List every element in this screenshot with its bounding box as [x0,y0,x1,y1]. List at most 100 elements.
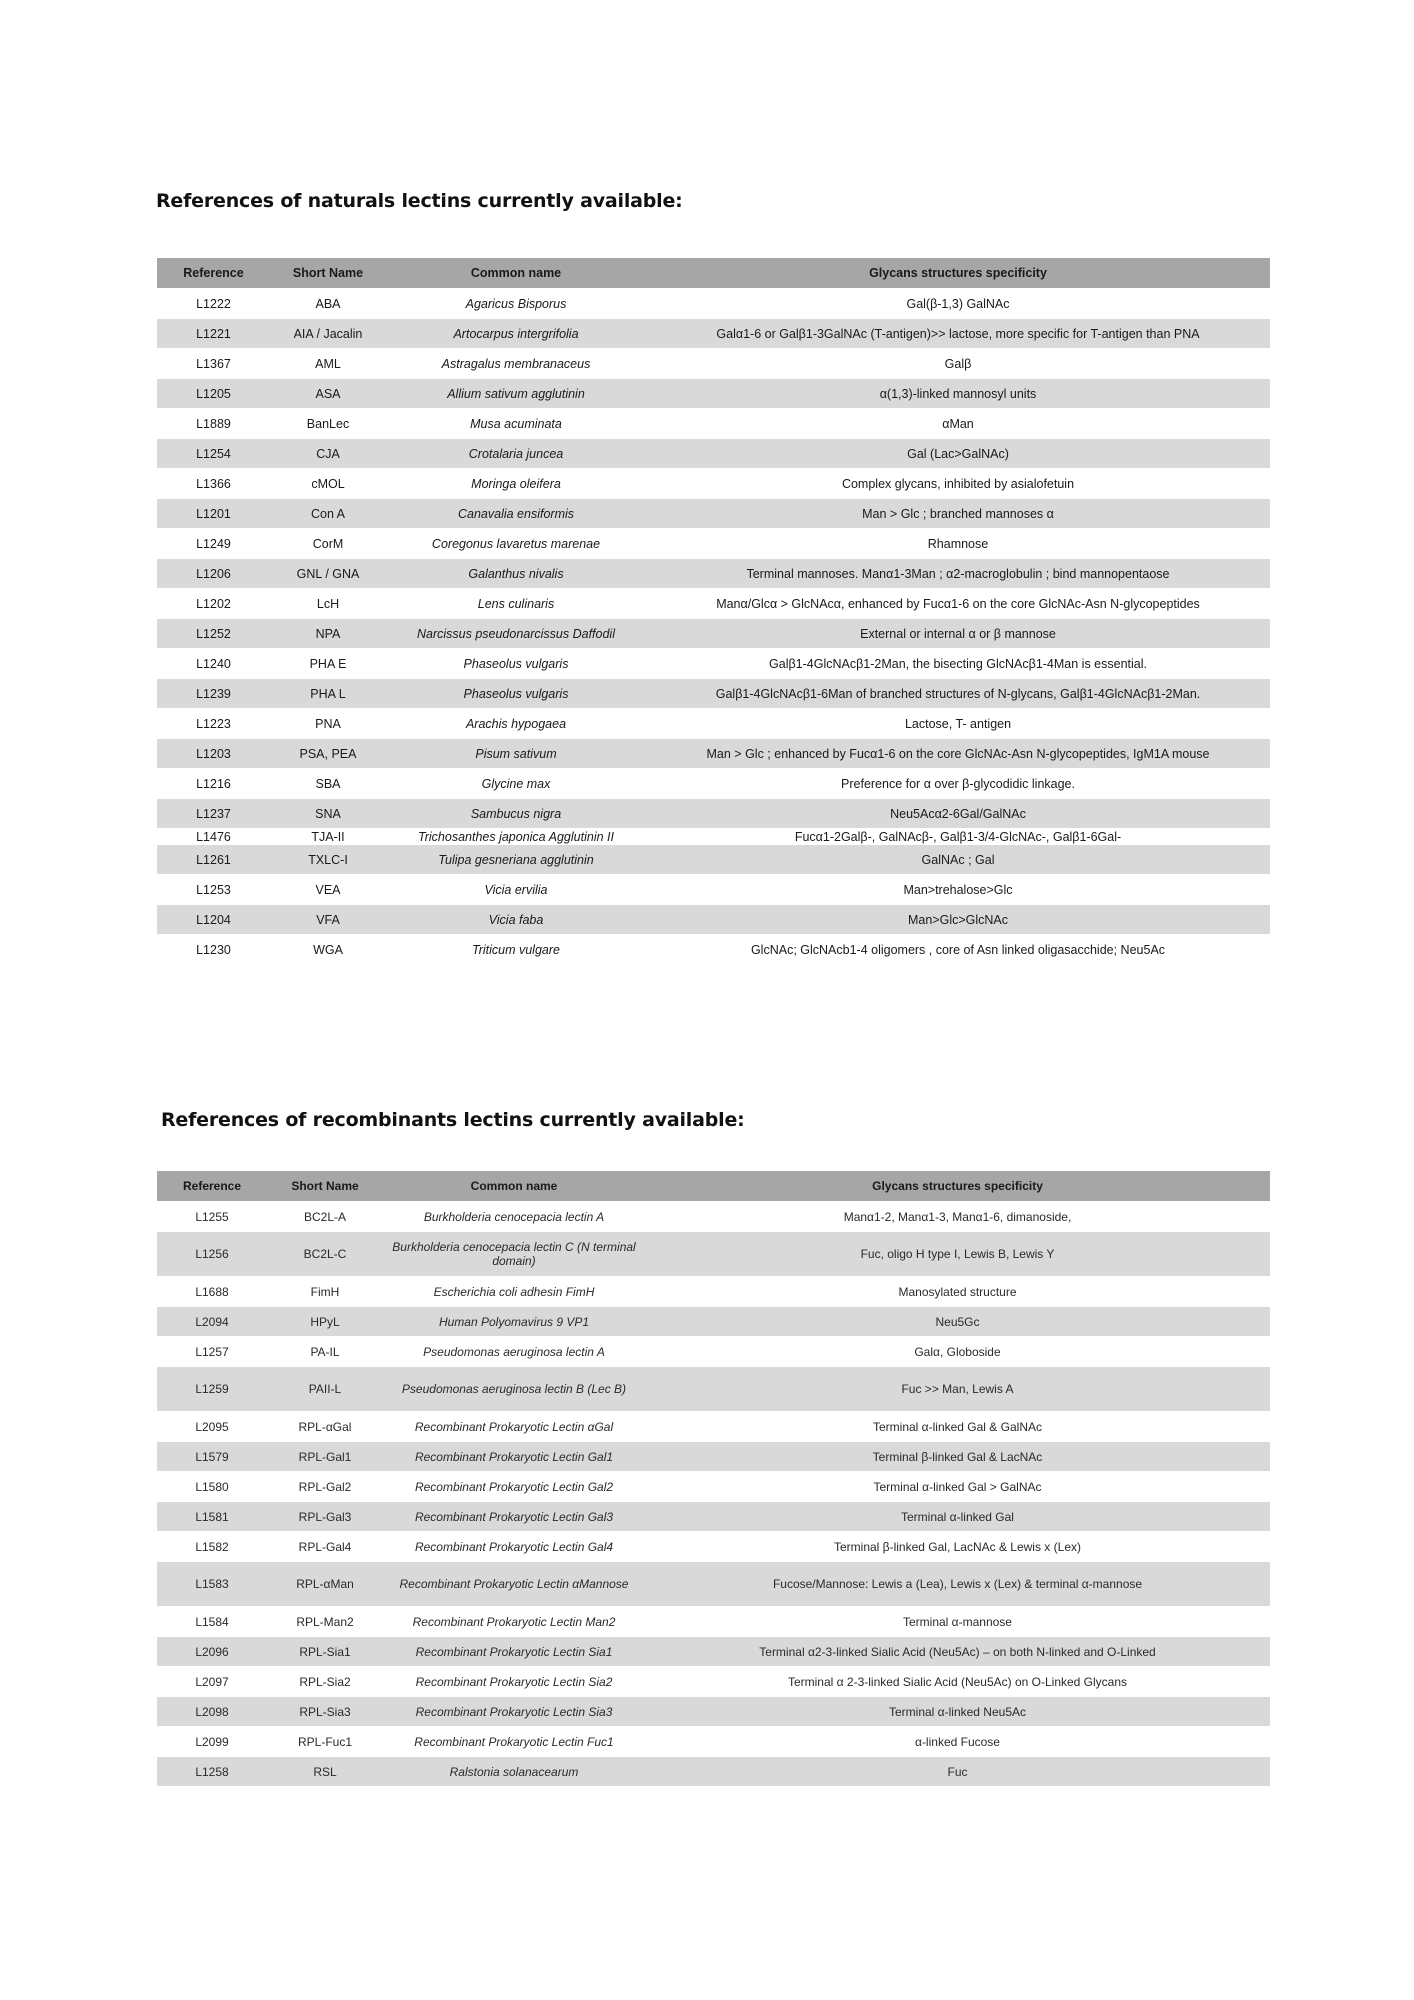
cell-glycan-specificity: Terminal α 2-3-linked Sialic Acid (Neu5A… [645,1666,1270,1697]
cell-short-name: HPyL [267,1306,383,1337]
cell-short-name: RPL-αMan [267,1561,383,1607]
cell-short-name: RPL-Sia3 [267,1696,383,1727]
cell-glycan-specificity: Terminal β-linked Gal & LacNAc [645,1441,1270,1472]
cell-glycan-specificity: Manosylated structure [645,1276,1270,1307]
cell-short-name: BanLec [270,408,386,439]
cell-glycan-specificity: Fucα1-2Galβ-, GalNAcβ-, Galβ1-3/4-GlcNAc… [646,828,1270,845]
cell-reference: L1222 [157,288,270,319]
cell-common-name: Burkholderia cenocepacia lectin C (N ter… [383,1231,645,1277]
cell-glycan-specificity: Gal (Lac>GalNAc) [646,438,1270,469]
cell-glycan-specificity: Man > Glc ; enhanced by Fucα1-6 on the c… [646,738,1270,769]
cell-reference: L1221 [157,318,270,349]
cell-short-name: RPL-Fuc1 [267,1726,383,1757]
cell-glycan-specificity: α(1,3)-linked mannosyl units [646,378,1270,409]
table-row: L1261 TXLC-I Tulipa gesneriana agglutinin G… [157,844,1270,875]
cell-glycan-specificity: Fuc >> Man, Lewis A [645,1366,1270,1412]
cell-reference: L1367 [157,348,270,379]
cell-common-name: Recombinant Prokaryotic Lectin Fuc1 [383,1726,645,1757]
cell-glycan-specificity: Neu5Acα2-6Gal/GalNAc [646,798,1270,829]
cell-glycan-specificity: α-linked Fucose [645,1726,1270,1757]
cell-glycan-specificity: Terminal β-linked Gal, LacNAc & Lewis x … [645,1531,1270,1562]
table-row: L1221 AIA / Jacalin Artocarpus intergrifol… [157,318,1270,349]
cell-short-name: WGA [270,934,386,964]
recombinant-lectins-table: Reference Short Name Common name Glycans st… [157,1171,1270,1786]
cell-common-name: Sambucus nigra [386,798,646,829]
table-row: L1257 PA-IL Pseudomonas aeruginosa lectin … [157,1336,1270,1367]
cell-reference: L2095 [157,1411,267,1442]
cell-common-name: Musa acuminata [386,408,646,439]
table-row: L1239 PHA L Phaseolus vulgaris Galβ1-4GlcNA… [157,678,1270,709]
cell-glycan-specificity: Terminal mannoses. Manα1-3Man ; α2-macro… [646,558,1270,589]
cell-short-name: RPL-αGal [267,1411,383,1442]
cell-reference: L1581 [157,1501,267,1532]
cell-reference: L1257 [157,1336,267,1367]
table-row: L2096 RPL-Sia1 Recombinant Prokaryotic Lec… [157,1636,1270,1667]
cell-common-name: Artocarpus intergrifolia [386,318,646,349]
natural-lectins-heading: References of naturals lectins currently… [156,190,683,212]
cell-reference: L1255 [157,1201,267,1232]
cell-common-name: Agaricus Bisporus [386,288,646,319]
cell-short-name: BC2L-C [267,1231,383,1277]
cell-short-name: PAII-L [267,1366,383,1412]
cell-short-name: BC2L-A [267,1201,383,1232]
table-row: L1889 BanLec Musa acuminata αMan [157,408,1270,439]
cell-reference: L1583 [157,1561,267,1607]
table-row: L1206 GNL / GNA Galanthus nivalis Terminal … [157,558,1270,589]
table-row: L1579 RPL-Gal1 Recombinant Prokaryotic Lec… [157,1441,1270,1472]
table-row: L1205 ASA Allium sativum agglutinin α(1,3)-… [157,378,1270,409]
cell-short-name: RPL-Gal4 [267,1531,383,1562]
cell-glycan-specificity: Terminal α-linked Gal & GalNAc [645,1411,1270,1442]
cell-common-name: Glycine max [386,768,646,799]
cell-common-name: Galanthus nivalis [386,558,646,589]
table-row: L1202 LcH Lens culinaris Manα/Glcα > GlcNAc… [157,588,1270,619]
table-row: L2097 RPL-Sia2 Recombinant Prokaryotic Lec… [157,1666,1270,1697]
cell-reference: L1239 [157,678,270,709]
cell-common-name: Recombinant Prokaryotic Lectin Gal3 [383,1501,645,1532]
cell-reference: L2099 [157,1726,267,1757]
column-header-reference: Reference [157,1171,267,1202]
cell-common-name: Phaseolus vulgaris [386,678,646,709]
table-row: L1256 BC2L-C Burkholderia cenocepacia lect… [157,1231,1270,1277]
cell-common-name: Moringa oleifera [386,468,646,499]
cell-glycan-specificity: GalNAc ; Gal [646,844,1270,875]
cell-reference: L1240 [157,648,270,679]
cell-glycan-specificity: Man>trehalose>Glc [646,874,1270,905]
cell-glycan-specificity: GlcNAc; GlcNAcb1-4 oligomers , core of A… [646,934,1270,964]
cell-common-name: Recombinant Prokaryotic Lectin Sia3 [383,1696,645,1727]
cell-short-name: PNA [270,708,386,739]
cell-common-name: Narcissus pseudonarcissus Daffodil [386,618,646,649]
table-row: L1476 TJA-II Trichosanthes japonica Agglut… [157,828,1270,845]
cell-glycan-specificity: αMan [646,408,1270,439]
cell-glycan-specificity: Fuc, oligo H type I, Lewis B, Lewis Y [645,1231,1270,1277]
cell-glycan-specificity: Complex glycans, inhibited by asialofetu… [646,468,1270,499]
cell-glycan-specificity: Neu5Gc [645,1306,1270,1337]
table-row: L1580 RPL-Gal2 Recombinant Prokaryotic Lec… [157,1471,1270,1502]
cell-reference: L1476 [157,828,270,845]
cell-glycan-specificity: Rhamnose [646,528,1270,559]
table-row: L1223 PNA Arachis hypogaea Lactose, T- anti… [157,708,1270,739]
cell-short-name: PA-IL [267,1336,383,1367]
table-row: L1582 RPL-Gal4 Recombinant Prokaryotic Lec… [157,1531,1270,1562]
cell-common-name: Lens culinaris [386,588,646,619]
cell-glycan-specificity: Terminal α-linked Gal > GalNAc [645,1471,1270,1502]
cell-short-name: RPL-Sia1 [267,1636,383,1667]
cell-short-name: AML [270,348,386,379]
cell-glycan-specificity: Fuc [645,1756,1270,1786]
table-row: L1240 PHA E Phaseolus vulgaris Galβ1-4GlcNA… [157,648,1270,679]
cell-short-name: PHA L [270,678,386,709]
cell-common-name: Vicia faba [386,904,646,935]
table-header-row: Reference Short Name Common name Glycans st… [157,258,1270,289]
cell-short-name: ABA [270,288,386,319]
cell-reference: L1206 [157,558,270,589]
table-row: L1688 FimH Escherichia coli adhesin FimH Ma… [157,1276,1270,1307]
table-row: L1367 AML Astragalus membranaceus Galβ [157,348,1270,379]
cell-glycan-specificity: Lactose, T- antigen [646,708,1270,739]
cell-reference: L1249 [157,528,270,559]
cell-glycan-specificity: Galα, Globoside [645,1336,1270,1367]
cell-reference: L1889 [157,408,270,439]
cell-reference: L1261 [157,844,270,875]
cell-glycan-specificity: Galβ1-4GlcNAcβ1-6Man of branched structu… [646,678,1270,709]
table-row: L1230 WGA Triticum vulgare GlcNAc; GlcNAcb1… [157,934,1270,964]
table-row: L2098 RPL-Sia3 Recombinant Prokaryotic Lec… [157,1696,1270,1727]
cell-short-name: PHA E [270,648,386,679]
